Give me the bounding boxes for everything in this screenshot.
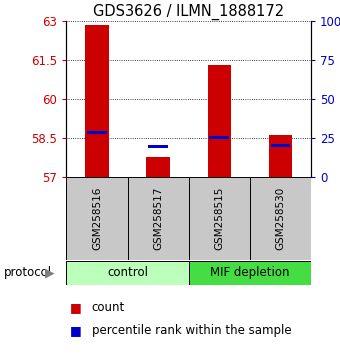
Text: control: control [107, 267, 148, 279]
Text: ■: ■ [70, 302, 82, 314]
Bar [271, 144, 290, 147]
Bar [147, 157, 170, 177]
Bar [250, 177, 311, 260]
Bar [87, 131, 107, 134]
Bar [128, 177, 189, 260]
Text: percentile rank within the sample: percentile rank within the sample [92, 325, 291, 337]
Text: GSM258530: GSM258530 [275, 187, 286, 250]
Title: GDS3626 / ILMN_1888172: GDS3626 / ILMN_1888172 [93, 4, 284, 20]
Text: ▶: ▶ [45, 267, 54, 279]
Bar [189, 177, 250, 260]
Text: GSM258516: GSM258516 [92, 187, 102, 250]
Text: MIF depletion: MIF depletion [210, 267, 290, 279]
Bar [66, 177, 128, 260]
Text: GSM258515: GSM258515 [214, 187, 224, 250]
Text: GSM258517: GSM258517 [153, 187, 163, 250]
Bar [189, 261, 311, 285]
Bar [85, 25, 108, 177]
Text: protocol: protocol [3, 267, 52, 279]
Bar [148, 145, 168, 148]
Bar [269, 135, 292, 177]
Bar [209, 136, 229, 139]
Text: count: count [92, 302, 125, 314]
Bar [66, 261, 189, 285]
Text: ■: ■ [70, 325, 82, 337]
Bar [208, 65, 231, 177]
